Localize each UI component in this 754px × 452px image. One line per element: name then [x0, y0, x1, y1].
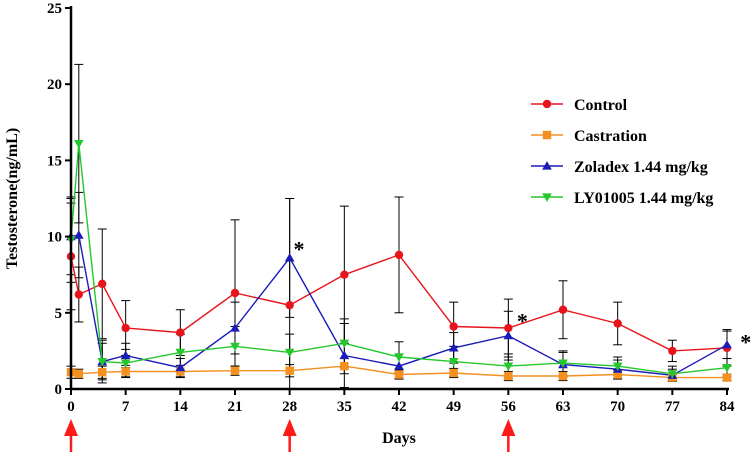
legend-marker-zoladex-1-44-mg-kg — [542, 161, 552, 170]
data-point-control — [449, 322, 458, 331]
data-point-castration — [613, 370, 622, 379]
data-point-castration — [504, 371, 513, 381]
data-point-control — [74, 290, 84, 299]
data-point-control — [285, 300, 294, 310]
data-point-castration — [176, 367, 185, 376]
significance-asterisk: * — [294, 237, 305, 262]
x-tick-label: 49 — [446, 399, 461, 415]
data-point-control — [394, 250, 404, 260]
data-point-ly01005-1-44-mg-kg — [503, 362, 514, 371]
x-tick-label: 35 — [337, 399, 352, 415]
dose-arrow-head — [64, 419, 78, 436]
legend-label-control: Control — [574, 97, 628, 114]
data-point-castration — [121, 367, 130, 376]
y-tick-label: 20 — [47, 77, 62, 93]
x-tick-label: 63 — [556, 399, 571, 415]
y-tick-label: 0 — [55, 382, 63, 398]
x-tick-label: 0 — [67, 399, 75, 415]
data-point-castration — [722, 373, 732, 382]
data-point-zoladex-1-44-mg-kg — [448, 343, 459, 352]
data-point-control — [230, 288, 240, 298]
data-point-ly01005-1-44-mg-kg — [667, 370, 678, 379]
y-axis-title: Testosterone(ng/mL) — [4, 128, 21, 269]
data-point-ly01005-1-44-mg-kg — [612, 362, 623, 371]
data-point-castration — [340, 361, 349, 371]
data-point-ly01005-1-44-mg-kg — [120, 359, 131, 368]
data-point-castration — [230, 366, 240, 375]
legend-marker-ly01005-1-44-mg-kg — [542, 193, 552, 202]
x-axis-title: Days — [382, 430, 416, 447]
y-tick-label: 25 — [47, 1, 62, 17]
data-point-zoladex-1-44-mg-kg — [722, 339, 732, 349]
x-tick-label: 21 — [228, 399, 243, 415]
data-point-control — [558, 305, 568, 314]
data-point-ly01005-1-44-mg-kg — [97, 357, 108, 367]
dose-arrow-head — [282, 419, 297, 436]
legend-label-ly01005-1-44-mg-kg: LY01005 1.44 mg/kg — [574, 190, 713, 207]
data-point-ly01005-1-44-mg-kg — [230, 342, 240, 352]
data-point-control — [98, 279, 107, 289]
x-tick-label: 14 — [173, 399, 189, 415]
y-tick-label: 15 — [47, 153, 62, 169]
data-point-control — [340, 270, 349, 279]
data-point-ly01005-1-44-mg-kg — [558, 359, 568, 368]
dose-arrow-head — [501, 419, 516, 436]
data-point-ly01005-1-44-mg-kg — [394, 353, 404, 362]
x-tick-label: 70 — [610, 399, 625, 415]
data-point-control — [504, 323, 513, 333]
error-bar-layer — [66, 63, 732, 390]
data-point-castration — [98, 368, 107, 377]
data-point-control — [176, 328, 185, 337]
annotation-layer: * * * — [294, 237, 752, 355]
data-point-zoladex-1-44-mg-kg — [503, 330, 514, 340]
data-point-zoladex-1-44-mg-kg — [230, 323, 240, 332]
x-tick-label: 84 — [720, 399, 736, 415]
data-point-control — [613, 319, 622, 328]
legend-marker-control — [542, 99, 552, 109]
data-point-castration — [285, 366, 294, 375]
y-tick-label: 10 — [47, 230, 62, 246]
data-point-castration — [394, 370, 404, 379]
data-point-zoladex-1-44-mg-kg — [394, 361, 404, 370]
data-point-ly01005-1-44-mg-kg — [175, 348, 186, 358]
x-tick-label: 56 — [501, 399, 517, 415]
legend-label-castration: Castration — [574, 128, 647, 145]
data-point-ly01005-1-44-mg-kg — [722, 364, 732, 373]
significance-asterisk: * — [740, 330, 751, 355]
x-tick-label: 28 — [282, 399, 297, 415]
x-tick-label: 77 — [665, 399, 681, 415]
x-tick-label: 7 — [122, 399, 130, 415]
axis-layer: 0 5 10 15 20 25 0 7 14 21 28 35 42 49 56 63 70 77 84 Days Te… — [4, 1, 735, 447]
legend: Control Castration Zoladex 1.44 mg/kg LY010… — [531, 97, 713, 207]
data-point-control — [668, 346, 677, 356]
legend-label-zoladex-1-44-mg-kg: Zoladex 1.44 mg/kg — [574, 159, 708, 176]
significance-asterisk: * — [517, 308, 528, 333]
data-point-zoladex-1-44-mg-kg — [73, 230, 84, 239]
data-point-zoladex-1-44-mg-kg — [284, 253, 295, 262]
data-point-zoladex-1-44-mg-kg — [339, 350, 350, 360]
data-point-castration — [449, 368, 458, 378]
data-point-zoladex-1-44-mg-kg — [175, 362, 186, 372]
data-point-ly01005-1-44-mg-kg — [448, 357, 459, 367]
marker-layer — [66, 140, 732, 382]
data-point-zoladex-1-44-mg-kg — [120, 350, 131, 360]
legend-marker-castration — [542, 130, 552, 140]
data-point-ly01005-1-44-mg-kg — [284, 348, 295, 358]
data-point-control — [121, 323, 130, 333]
data-point-castration — [74, 369, 84, 378]
data-point-ly01005-1-44-mg-kg — [73, 140, 84, 149]
x-tick-label: 42 — [392, 399, 407, 415]
data-point-castration — [558, 371, 568, 381]
y-tick-label: 5 — [55, 306, 63, 322]
data-point-ly01005-1-44-mg-kg — [339, 339, 350, 349]
arrow-layer — [64, 419, 516, 452]
